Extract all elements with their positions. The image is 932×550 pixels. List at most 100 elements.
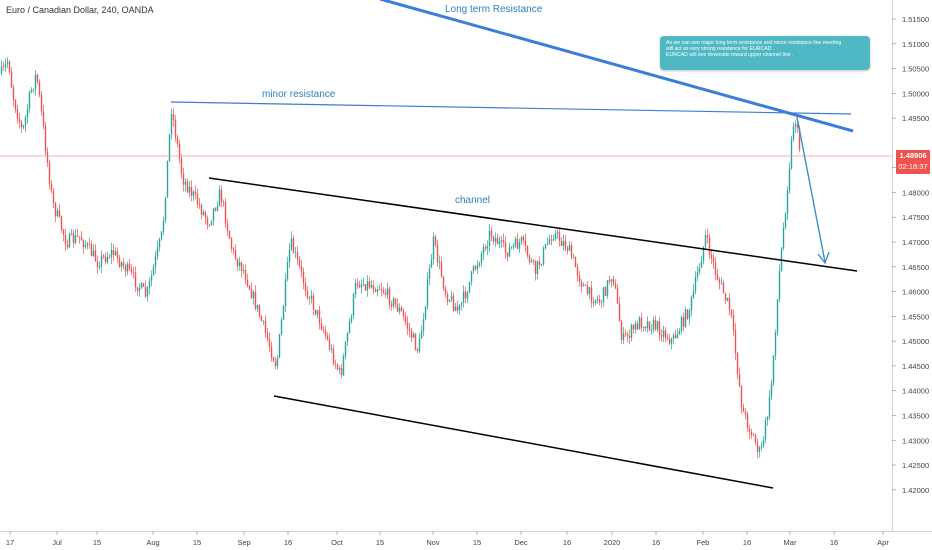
candle-body <box>430 259 433 268</box>
time-tick-label: 16 <box>830 538 838 547</box>
candle-body <box>148 280 151 288</box>
candle-body <box>630 324 633 338</box>
candle-body <box>344 341 347 357</box>
analysis-note[interactable]: As we can see major long term resistance… <box>660 36 870 70</box>
candle-body <box>366 281 369 291</box>
time-tick-label: Apr <box>877 538 889 547</box>
candle-body <box>628 335 631 338</box>
time-tick-label: 15 <box>93 538 101 547</box>
candle-body <box>652 319 655 330</box>
candle-body <box>426 279 429 307</box>
candle-body <box>350 315 353 322</box>
candle-body <box>610 279 613 282</box>
candle-body <box>584 284 587 286</box>
minor-resistance-line[interactable] <box>170 101 852 115</box>
candle-body <box>474 266 477 270</box>
candle-body <box>718 279 721 283</box>
candle-body <box>528 255 531 262</box>
candle-body <box>558 232 561 242</box>
candle-body <box>318 310 321 324</box>
candle-body <box>286 262 289 280</box>
candle-body <box>722 282 725 294</box>
candle-body <box>124 265 127 272</box>
candle-body <box>556 232 559 234</box>
candle-body <box>382 290 385 293</box>
candle-body <box>784 213 787 228</box>
candle-body <box>114 251 117 256</box>
candle-body <box>766 417 769 421</box>
candle-body <box>482 247 485 254</box>
price-tick-label: 1.46000 <box>902 288 929 297</box>
candle-body <box>396 304 399 312</box>
candle-body <box>458 304 461 311</box>
candle-body <box>200 205 203 215</box>
candle-body <box>448 299 451 302</box>
candle-body <box>596 299 599 300</box>
candle-body <box>716 274 719 280</box>
candle-body <box>620 321 623 340</box>
candle-body <box>128 263 131 269</box>
candle-body <box>6 61 9 64</box>
candle-body <box>768 396 771 418</box>
candle-body <box>532 260 535 262</box>
candle-body <box>796 124 799 128</box>
candle-body <box>510 246 513 248</box>
candle-body <box>378 289 381 290</box>
candle-body <box>248 286 251 290</box>
candle-body <box>504 242 507 253</box>
long-term-resistance-line[interactable] <box>379 0 854 133</box>
candle-body <box>600 302 603 303</box>
candle-body <box>554 233 557 240</box>
candle-body <box>62 229 65 235</box>
time-tick-label: 16 <box>652 538 660 547</box>
time-axis[interactable]: 17 Jul 15 Aug 15 Sep 16 Oct 15 Nov 15 Dec 16 2020 16 Fe… <box>6 531 890 547</box>
candle-body <box>588 287 591 294</box>
candle-body <box>434 236 437 245</box>
candle-body <box>260 316 263 322</box>
time-tick-label: Feb <box>697 538 710 547</box>
candle-body <box>518 242 521 249</box>
candle-body <box>794 124 797 127</box>
channel-upper-line[interactable] <box>208 177 858 272</box>
candle-body <box>30 90 33 93</box>
candle-body <box>442 276 445 289</box>
candle-body <box>376 289 379 292</box>
candle-body <box>390 304 393 307</box>
candle-body <box>420 330 423 339</box>
candle-body <box>428 267 431 280</box>
candle-body <box>334 363 337 365</box>
candle-body <box>374 289 377 292</box>
long-term-resistance-label: Long term Resistance <box>445 4 543 15</box>
price-tick-label: 1.51500 <box>902 15 929 24</box>
candle-body <box>136 287 139 291</box>
candle-body <box>724 293 727 301</box>
candle-body <box>60 216 63 230</box>
candle-body <box>740 385 743 408</box>
candle-body <box>308 297 311 299</box>
candle-body <box>540 263 543 265</box>
candle-body <box>616 288 619 304</box>
candle-body <box>658 321 661 336</box>
candle-body <box>312 295 315 310</box>
candle-body <box>726 297 729 301</box>
candle-body <box>590 287 593 303</box>
candle-body <box>250 289 253 299</box>
candle-body <box>404 316 407 323</box>
candle-body <box>346 332 349 342</box>
candle-body <box>292 238 295 253</box>
candle-body <box>86 243 89 246</box>
channel-lower-line[interactable] <box>273 395 774 489</box>
candle-body <box>684 309 687 327</box>
candle-body <box>568 245 571 251</box>
candle-body <box>370 285 373 288</box>
candle-body <box>26 109 29 118</box>
candle-body <box>424 306 427 320</box>
candle-body <box>100 255 103 267</box>
price-axis[interactable]: 1.515001.510001.505001.500001.495001.485… <box>892 15 929 495</box>
candle-body <box>96 261 99 268</box>
projection-arrow[interactable] <box>796 116 826 263</box>
candle-body <box>310 295 313 299</box>
candle-body <box>290 238 293 250</box>
candle-body <box>454 306 457 311</box>
